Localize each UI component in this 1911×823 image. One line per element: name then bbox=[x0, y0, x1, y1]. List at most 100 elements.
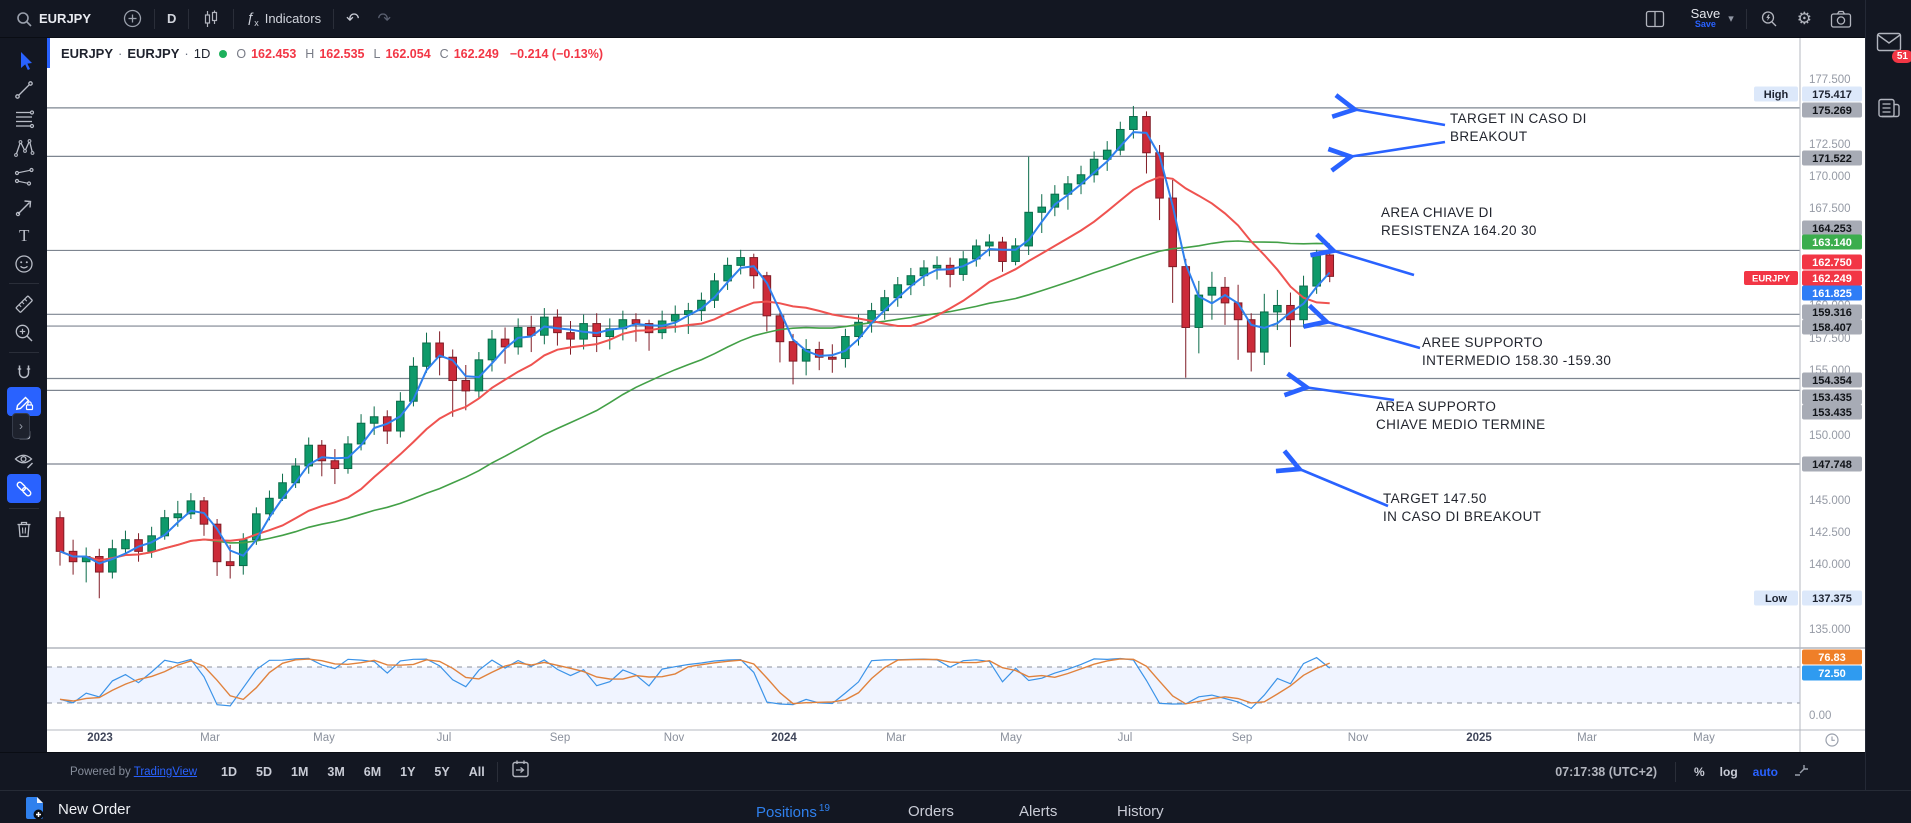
projection-tool-button[interactable] bbox=[7, 162, 41, 191]
svg-text:May: May bbox=[1000, 732, 1022, 744]
svg-text:162.249: 162.249 bbox=[1812, 273, 1852, 285]
svg-text:159.316: 159.316 bbox=[1812, 307, 1852, 319]
adjust-scale-icon[interactable] bbox=[1793, 764, 1809, 780]
trash-icon bbox=[17, 521, 30, 537]
tab-positions[interactable]: Positions 19 bbox=[756, 803, 830, 821]
chart-legend[interactable]: EURJPY · EURJPY · 1D O 162.453 H 162.535… bbox=[61, 46, 603, 61]
legend-low-value: 162.054 bbox=[385, 46, 431, 61]
annotation-support-key[interactable]: AREA SUPPORTO CHIAVE MEDIO TERMINE bbox=[1376, 398, 1546, 433]
annotation-resistance[interactable]: AREA CHIAVE DI RESISTENZA 164.20 30 bbox=[1381, 204, 1537, 239]
compare-add-button[interactable] bbox=[114, 5, 151, 33]
range-3m[interactable]: 3M bbox=[327, 764, 345, 779]
clock-display[interactable]: 07:17:38 (UTC+2) bbox=[1555, 764, 1657, 779]
inbox-button[interactable]: 51 bbox=[1873, 26, 1911, 63]
emoji-tool-button[interactable] bbox=[7, 249, 41, 278]
settings-button[interactable]: ⚙ bbox=[1788, 5, 1821, 33]
tab-orders[interactable]: Orders bbox=[908, 803, 954, 820]
toolbar-divider bbox=[188, 8, 190, 29]
auto-scale-button[interactable]: auto bbox=[1752, 764, 1778, 779]
timezone-icon[interactable] bbox=[1825, 733, 1839, 747]
measure-tool-button[interactable] bbox=[7, 289, 41, 318]
log-scale-button[interactable]: log bbox=[1719, 764, 1738, 779]
svg-text:137.375: 137.375 bbox=[1812, 593, 1852, 605]
undo-button[interactable]: ↶ bbox=[346, 10, 360, 28]
annotation-line: TARGET IN CASO DI bbox=[1450, 111, 1587, 126]
zoom-in-tool-button[interactable] bbox=[7, 318, 41, 347]
symbol-label: EURJPY bbox=[39, 11, 92, 26]
text-tool-icon: T bbox=[19, 226, 30, 245]
annotation-target-147[interactable]: TARGET 147.50 IN CASO DI BREAKOUT bbox=[1383, 490, 1541, 525]
arrow-marker-tool-button[interactable] bbox=[7, 191, 41, 220]
range-1y[interactable]: 1Y bbox=[400, 764, 416, 779]
quick-search-button[interactable] bbox=[1750, 5, 1788, 33]
legend-open-value: 162.453 bbox=[251, 46, 297, 61]
fib-retracement-tool-button[interactable] bbox=[7, 104, 41, 133]
save-button[interactable]: Save Save ▾ bbox=[1682, 5, 1743, 33]
range-5y[interactable]: 5Y bbox=[434, 764, 450, 779]
screenshot-button[interactable] bbox=[1821, 5, 1861, 33]
indicators-button[interactable]: ƒx Indicators bbox=[237, 5, 330, 33]
symbol-search-button[interactable]: EURJPY bbox=[6, 5, 100, 33]
stoch-band bbox=[47, 667, 1800, 703]
tab-history[interactable]: History bbox=[1117, 803, 1164, 820]
toolbar-divider bbox=[233, 8, 235, 29]
legend-interval: 1D bbox=[193, 46, 211, 61]
candlestick-icon bbox=[205, 10, 218, 27]
sync-drawings-tool-button[interactable] bbox=[6, 474, 41, 503]
range-1d[interactable]: 1D bbox=[221, 764, 238, 779]
range-5d[interactable]: 5D bbox=[256, 764, 272, 779]
svg-text:72.50: 72.50 bbox=[1818, 668, 1846, 680]
price-badge bbox=[1802, 234, 1862, 250]
annotation-support-intermediate[interactable]: AREE SUPPORTO INTERMEDIO 158.30 -159.30 bbox=[1422, 334, 1611, 369]
interval-button[interactable]: D bbox=[158, 5, 185, 33]
goto-date-button[interactable] bbox=[510, 759, 531, 784]
svg-text:Nov: Nov bbox=[664, 732, 685, 744]
toolbar-divider bbox=[333, 8, 335, 29]
chart-canvas[interactable]: 177.500172.500170.000167.500160.000157.5… bbox=[47, 38, 1865, 752]
svg-text:140.000: 140.000 bbox=[1809, 559, 1851, 571]
news-button[interactable] bbox=[1873, 92, 1905, 124]
new-order-icon bbox=[26, 797, 44, 820]
hide-drawings-tool-button[interactable] bbox=[7, 445, 41, 474]
chart-area[interactable]: EURJPY · EURJPY · 1D O 162.453 H 162.535… bbox=[47, 38, 1865, 752]
object-tree-expand-handle[interactable]: › bbox=[12, 413, 30, 439]
cursor-tool-button[interactable] bbox=[7, 46, 41, 75]
price-badge bbox=[1802, 270, 1862, 286]
trend-line-tool-button[interactable] bbox=[7, 75, 41, 104]
arrow-marker-icon bbox=[15, 199, 31, 216]
tradingview-link[interactable]: TradingView bbox=[133, 765, 198, 778]
range-all[interactable]: All bbox=[468, 764, 485, 779]
tab-alerts[interactable]: Alerts bbox=[1019, 803, 1057, 820]
ma-red-line bbox=[59, 175, 1330, 562]
drawing-lock-tool-button[interactable] bbox=[6, 387, 41, 416]
text-tool-button[interactable]: T bbox=[7, 220, 41, 249]
time-axis[interactable]: 2023 Mar May Jul Sep Nov 2024 Mar May Jul Sep Nov 20… bbox=[87, 732, 1715, 744]
annotation-line: BREAKOUT bbox=[1450, 128, 1528, 144]
price-badge bbox=[1802, 319, 1862, 335]
new-order-button[interactable]: New Order bbox=[24, 797, 131, 821]
range-6m[interactable]: 6M bbox=[363, 764, 382, 779]
pattern-tool-button[interactable] bbox=[7, 133, 41, 162]
price-axis[interactable]: 177.500172.500170.000167.500160.000157.5… bbox=[1809, 74, 1851, 636]
range-1m[interactable]: 1M bbox=[291, 764, 309, 779]
legend-symbol: EURJPY bbox=[61, 46, 114, 61]
remove-drawings-tool-button[interactable] bbox=[7, 514, 41, 543]
layout-button[interactable] bbox=[1636, 5, 1674, 33]
price-badge bbox=[1802, 150, 1862, 166]
price-badge bbox=[1802, 372, 1862, 388]
svg-text:Jul: Jul bbox=[437, 732, 452, 744]
svg-text:High: High bbox=[1764, 89, 1789, 101]
toolbar-divider bbox=[1745, 8, 1747, 29]
svg-text:142.500: 142.500 bbox=[1809, 527, 1851, 539]
annotation-target-breakout[interactable]: TARGET IN CASO DI BREAKOUT bbox=[1450, 110, 1587, 145]
svg-text:0.00: 0.00 bbox=[1809, 710, 1831, 722]
save-sub-label: Save bbox=[1694, 18, 1716, 29]
toolbar-divider bbox=[154, 8, 156, 29]
magnet-tool-button[interactable] bbox=[7, 358, 41, 387]
svg-text:Jul: Jul bbox=[1118, 732, 1133, 744]
annotation-line: CHIAVE MEDIO TERMINE bbox=[1376, 416, 1546, 432]
percent-scale-button[interactable]: % bbox=[1693, 764, 1705, 779]
annotation-line: AREA CHIAVE DI bbox=[1381, 205, 1493, 220]
redo-button[interactable]: ↷ bbox=[377, 10, 391, 28]
chart-type-button[interactable] bbox=[192, 5, 230, 33]
